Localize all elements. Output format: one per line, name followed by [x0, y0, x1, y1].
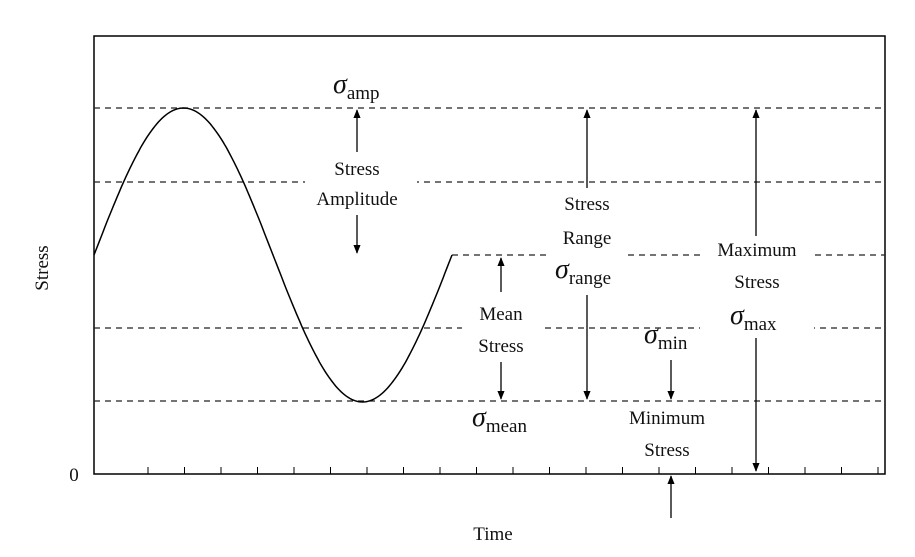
x-axis-label: Time: [473, 524, 512, 545]
mean-stress-annotation: Mean Stress σmean: [462, 257, 540, 437]
stress-amplitude-annotation: σamp Stress Amplitude: [305, 69, 417, 254]
amp-label-line1: Stress: [334, 159, 379, 180]
sigma-max-label: σmax: [730, 300, 777, 335]
min-label-line1: Minimum: [629, 408, 705, 429]
x-axis-ticks: [147, 467, 879, 474]
max-label-line1: Maximum: [717, 240, 796, 261]
min-label-line2: Stress: [644, 440, 689, 461]
max-label-line2: Stress: [734, 272, 779, 293]
sigma-amp-label: σamp: [333, 69, 380, 104]
y-axis-label: Stress: [32, 245, 53, 290]
stress-range-annotation: Stress Range σrange: [548, 109, 628, 400]
sigma-mean-label: σmean: [472, 402, 527, 437]
sigma-min-label: σmin: [644, 319, 688, 354]
mean-label-line2: Stress: [478, 336, 523, 357]
stress-waveform: [93, 107, 453, 403]
maximum-stress-annotation: Maximum Stress σmax: [700, 109, 814, 472]
range-label-line2: Range: [563, 228, 612, 249]
amp-label-line2: Amplitude: [316, 189, 397, 210]
zero-label: 0: [69, 465, 79, 486]
mean-label-line1: Mean: [479, 304, 523, 325]
sigma-range-label: σrange: [555, 254, 611, 289]
minimum-stress-annotation: σmin Minimum Stress: [615, 319, 727, 518]
range-label-line1: Stress: [564, 194, 609, 215]
